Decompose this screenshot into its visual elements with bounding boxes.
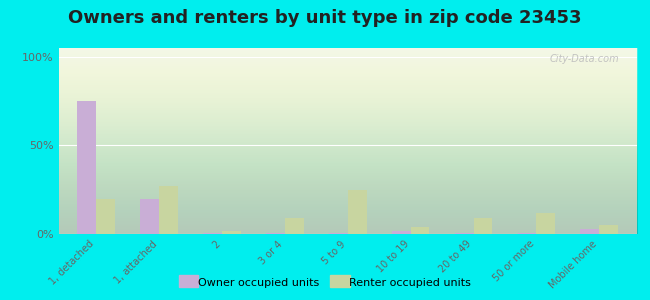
Bar [140, 199, 159, 234]
Bar [96, 199, 115, 234]
Bar [159, 186, 178, 234]
Bar [580, 229, 599, 234]
Legend: Owner occupied units, Renter occupied units: Owner occupied units, Renter occupied un… [176, 275, 474, 291]
Bar [517, 233, 536, 234]
Text: City-Data.com: City-Data.com [550, 54, 619, 64]
Bar [599, 225, 618, 234]
Bar [203, 233, 222, 234]
Bar [285, 218, 304, 234]
Bar [454, 233, 473, 234]
Bar [536, 213, 555, 234]
Bar [348, 190, 367, 234]
Bar [473, 218, 493, 234]
Text: Owners and renters by unit type in zip code 23453: Owners and renters by unit type in zip c… [68, 9, 582, 27]
Bar [222, 231, 241, 234]
Bar [392, 231, 411, 234]
Bar [77, 101, 96, 234]
Bar [266, 233, 285, 234]
Bar [411, 227, 430, 234]
Bar [329, 233, 348, 234]
